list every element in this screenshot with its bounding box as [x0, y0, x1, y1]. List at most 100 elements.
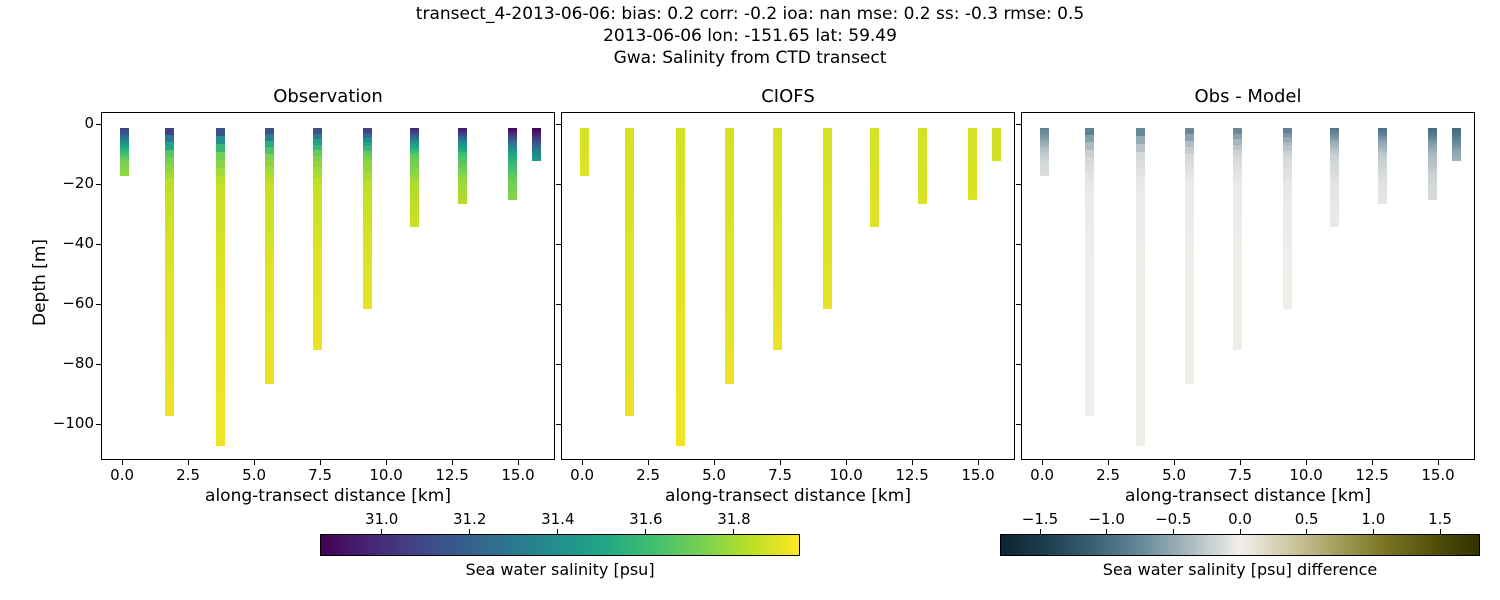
y-tick	[1016, 124, 1021, 125]
cast	[313, 113, 322, 461]
y-tick	[556, 124, 561, 125]
x-tick	[582, 460, 583, 465]
panel-title-diff: Obs - Model	[1021, 86, 1475, 107]
data-segment	[1452, 160, 1461, 161]
data-segment	[532, 160, 541, 161]
colorbar-tick-label: 31.8	[709, 510, 759, 528]
figure: transect_4-2013-06-06: bias: 0.2 corr: -…	[0, 0, 1500, 600]
colorbar-tick-label: 0.0	[1215, 510, 1265, 528]
colorbar-tick-label: −1.5	[1015, 510, 1065, 528]
suptitle-line-2: Gwa: Salinity from CTD transect	[0, 48, 1500, 68]
x-tick	[1372, 460, 1373, 465]
x-tick	[1306, 460, 1307, 465]
data-segment	[1233, 344, 1242, 350]
x-tick-label: 5.0	[234, 466, 274, 484]
colorbar-tick-label: −1.0	[1082, 510, 1132, 528]
x-tick	[1042, 460, 1043, 465]
cast	[968, 113, 977, 461]
cast	[870, 113, 879, 461]
x-tick	[320, 460, 321, 465]
x-tick-label: 10.0	[826, 466, 866, 484]
x-tick-label: 2.5	[168, 466, 208, 484]
y-tick	[96, 424, 101, 425]
data-segment	[458, 201, 467, 203]
data-segment	[823, 304, 832, 309]
colorbar-tick-label: 0.5	[1282, 510, 1332, 528]
y-tick-label: −60	[46, 294, 94, 312]
x-tick-label: 15.0	[958, 466, 998, 484]
cast	[410, 113, 419, 461]
x-tick-label: 12.5	[892, 466, 932, 484]
panel-diff	[1021, 112, 1475, 460]
colorbar-tick-label: −0.5	[1148, 510, 1198, 528]
data-segment	[265, 377, 274, 384]
x-tick-label: 2.5	[1088, 466, 1128, 484]
colorbar-tick	[733, 529, 734, 534]
colorbar-tick	[1040, 529, 1041, 534]
panel-observation	[101, 112, 555, 460]
cast	[216, 113, 225, 461]
colorbar-tick	[1373, 529, 1374, 534]
data-segment	[968, 198, 977, 200]
cast	[1185, 113, 1194, 461]
colorbar-tick-label: 1.0	[1348, 510, 1398, 528]
cast	[1283, 113, 1292, 461]
data-segment	[363, 304, 372, 309]
y-tick	[556, 244, 561, 245]
x-tick	[452, 460, 453, 465]
colorbar-tick	[557, 529, 558, 534]
colorbar-tick-label: 31.6	[621, 510, 671, 528]
cast	[1040, 113, 1049, 461]
y-tick	[556, 364, 561, 365]
x-tick	[978, 460, 979, 465]
y-tick	[96, 184, 101, 185]
y-tick	[96, 364, 101, 365]
x-tick-label: 7.5	[1220, 466, 1260, 484]
cast	[265, 113, 274, 461]
x-tick-label: 15.0	[498, 466, 538, 484]
y-tick	[1016, 364, 1021, 365]
y-tick	[1016, 424, 1021, 425]
x-tick-label: 12.5	[1352, 466, 1392, 484]
cast	[992, 113, 1001, 461]
cast	[1428, 113, 1437, 461]
cast	[823, 113, 832, 461]
x-tick	[254, 460, 255, 465]
colorbar-diff	[1000, 534, 1480, 556]
x-tick	[188, 460, 189, 465]
data-segment	[870, 225, 879, 228]
suptitle-line-0: transect_4-2013-06-06: bias: 0.2 corr: -…	[0, 4, 1500, 24]
data-segment	[625, 409, 634, 417]
cast	[625, 113, 634, 461]
colorbar-tick	[645, 529, 646, 534]
colorbar-salinity-label: Sea water salinity [psu]	[320, 560, 800, 579]
cast	[725, 113, 734, 461]
x-tick	[1174, 460, 1175, 465]
colorbar-tick	[1106, 529, 1107, 534]
data-segment	[918, 201, 927, 203]
x-tick	[122, 460, 123, 465]
y-tick	[1016, 184, 1021, 185]
data-segment	[120, 175, 129, 177]
panel-title-observation: Observation	[101, 86, 555, 107]
x-tick-label: 0.0	[102, 466, 142, 484]
x-tick-label: 7.5	[300, 466, 340, 484]
cast	[532, 113, 541, 461]
cast	[1378, 113, 1387, 461]
y-tick	[1016, 304, 1021, 305]
data-segment	[1330, 225, 1339, 228]
y-tick-label: −40	[46, 234, 94, 252]
x-tick	[1108, 460, 1109, 465]
y-tick	[1016, 244, 1021, 245]
colorbar-tick-label: 31.4	[533, 510, 583, 528]
x-axis-label: along-transect distance [km]	[1021, 486, 1475, 506]
x-tick-label: 10.0	[366, 466, 406, 484]
x-tick-label: 10.0	[1286, 466, 1326, 484]
cast	[676, 113, 685, 461]
x-tick-label: 0.0	[1022, 466, 1062, 484]
x-tick	[1240, 460, 1241, 465]
x-tick	[518, 460, 519, 465]
colorbar-tick	[1306, 529, 1307, 534]
colorbar-tick	[381, 529, 382, 534]
x-tick-label: 0.0	[562, 466, 602, 484]
